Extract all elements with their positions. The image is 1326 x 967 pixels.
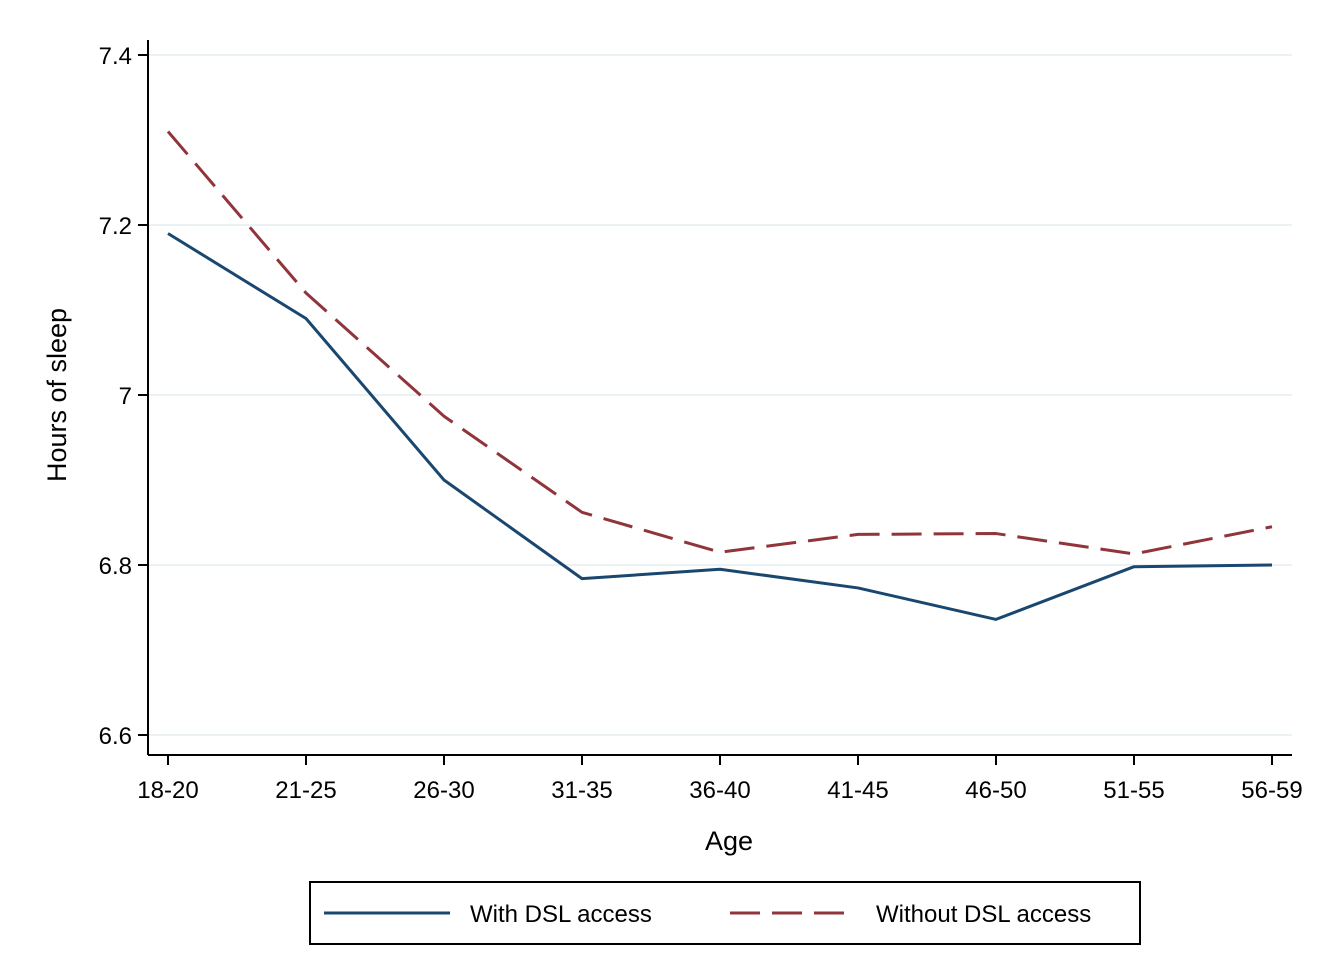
axes: 6.6 6.8 7 7.2 7.4 18-20 21-25 26-30 31-35 36-40 41… <box>99 40 1303 804</box>
y-tick-label: 7 <box>119 383 132 410</box>
y-axis-label: Hours of sleep <box>42 308 72 482</box>
y-tick-label: 6.8 <box>99 553 132 580</box>
x-tick-label: 18-20 <box>137 777 198 804</box>
y-tick-label: 7.4 <box>99 43 132 70</box>
series-line-without-dsl <box>166 130 1273 556</box>
x-axis-label: Age <box>705 826 753 856</box>
x-tick-label: 56-59 <box>1241 777 1302 804</box>
legend: With DSL access Without DSL access <box>309 881 1141 945</box>
series-line-with-dsl <box>167 232 1273 621</box>
series-layer <box>166 130 1273 621</box>
legend-label-with-dsl: With DSL access <box>470 901 652 928</box>
x-tick-label: 36-40 <box>689 777 750 804</box>
x-tick-label: 21-25 <box>275 777 336 804</box>
x-tick-label: 46-50 <box>965 777 1026 804</box>
legend-label-without-dsl: Without DSL access <box>876 901 1091 928</box>
x-tick-label: 26-30 <box>413 777 474 804</box>
grid-lines <box>148 54 1292 736</box>
x-tick-label: 41-45 <box>827 777 888 804</box>
x-tick-label: 51-55 <box>1103 777 1164 804</box>
y-tick-label: 6.6 <box>99 723 132 750</box>
y-tick-label: 7.2 <box>99 213 132 240</box>
x-tick-label: 31-35 <box>551 777 612 804</box>
